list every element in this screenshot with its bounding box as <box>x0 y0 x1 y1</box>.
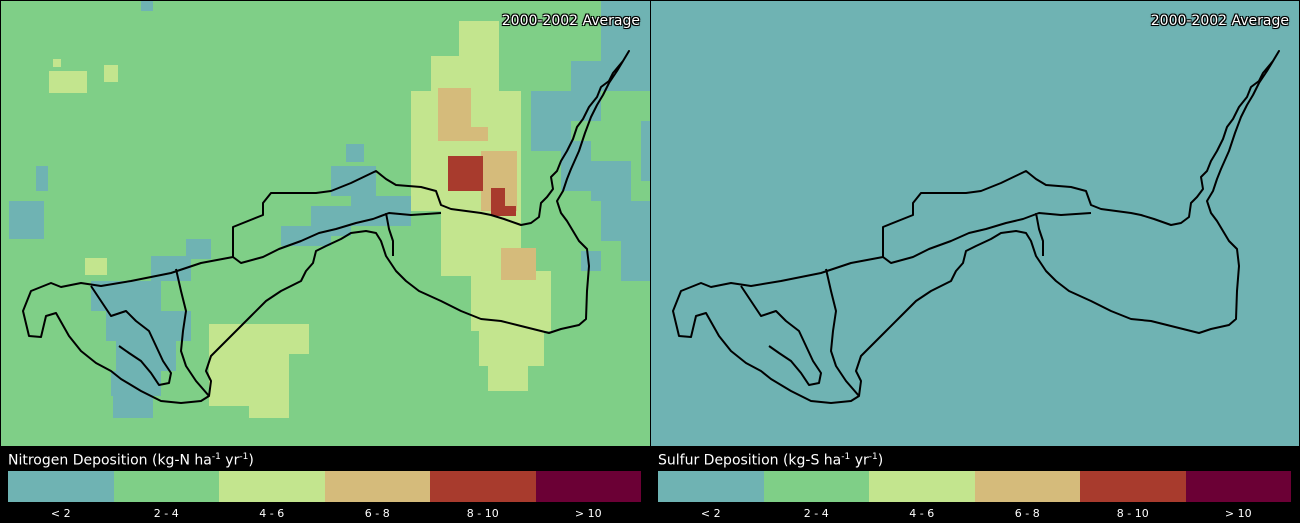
park-boundary <box>672 50 1280 404</box>
sulfur-panel: 2000-2002 Average Sulfur Deposition (kg-… <box>650 0 1300 523</box>
park-boundary <box>22 50 630 404</box>
legend-swatch-8-10 <box>1080 471 1186 502</box>
legend-label: 6 - 8 <box>364 507 390 520</box>
legend-swatch-6-8 <box>324 471 430 502</box>
legend-label: 6 - 8 <box>1014 507 1040 520</box>
legend-label: < 2 <box>50 507 71 520</box>
legend-label: 2 - 4 <box>803 507 829 520</box>
nitrogen-panel: 2000-2002 Average Nitrogen Deposition (k… <box>0 0 651 520</box>
legend-swatch-2-4 <box>113 471 219 502</box>
legend-label: 8 - 10 <box>466 507 499 520</box>
legend-swatch-gt10 <box>535 471 641 502</box>
park-boundary-inner <box>90 212 442 397</box>
nitrogen-map-svg <box>1 1 650 446</box>
sulfur-map-svg <box>651 1 1299 446</box>
legend-swatch-6-8 <box>974 471 1080 502</box>
legend-labels: < 2 2 - 4 4 - 6 6 - 8 8 - 10 > 10 <box>658 507 1291 520</box>
legend-label: 2 - 4 <box>153 507 179 520</box>
legend-label: > 10 <box>574 507 602 520</box>
legend-swatch-lt2 <box>658 471 764 502</box>
legend-label: 8 - 10 <box>1116 507 1149 520</box>
map-background <box>651 1 1299 446</box>
legend-labels: < 2 2 - 4 4 - 6 6 - 8 8 - 10 > 10 <box>8 507 641 520</box>
legend-label: 4 - 6 <box>259 507 285 520</box>
legend-swatch-2-4 <box>763 471 869 502</box>
legend-swatch-4-6 <box>869 471 975 502</box>
sulfur-map[interactable]: 2000-2002 Average <box>650 0 1300 447</box>
legend-swatch-gt10 <box>1185 471 1291 502</box>
legend-swatch-8-10 <box>430 471 536 502</box>
period-label: 2000-2002 Average <box>1150 13 1289 29</box>
legend-label: 4 - 6 <box>909 507 935 520</box>
legend-title: Nitrogen Deposition (kg-N ha-1 yr-1) <box>8 452 254 469</box>
period-label: 2000-2002 Average <box>501 13 640 29</box>
legend-label: < 2 <box>700 507 721 520</box>
nitrogen-map[interactable]: 2000-2002 Average <box>0 0 651 447</box>
legend-color-bar <box>658 471 1291 502</box>
cells-6-8 <box>438 88 536 280</box>
legend-title: Sulfur Deposition (kg-S ha-1 yr-1) <box>658 452 884 469</box>
cells-8-10 <box>448 156 516 216</box>
park-boundary-inner <box>740 212 1092 397</box>
legend-color-bar <box>8 471 641 502</box>
legend-label: > 10 <box>1224 507 1252 520</box>
legend-swatch-lt2 <box>8 471 114 502</box>
legend-swatch-4-6 <box>219 471 325 502</box>
